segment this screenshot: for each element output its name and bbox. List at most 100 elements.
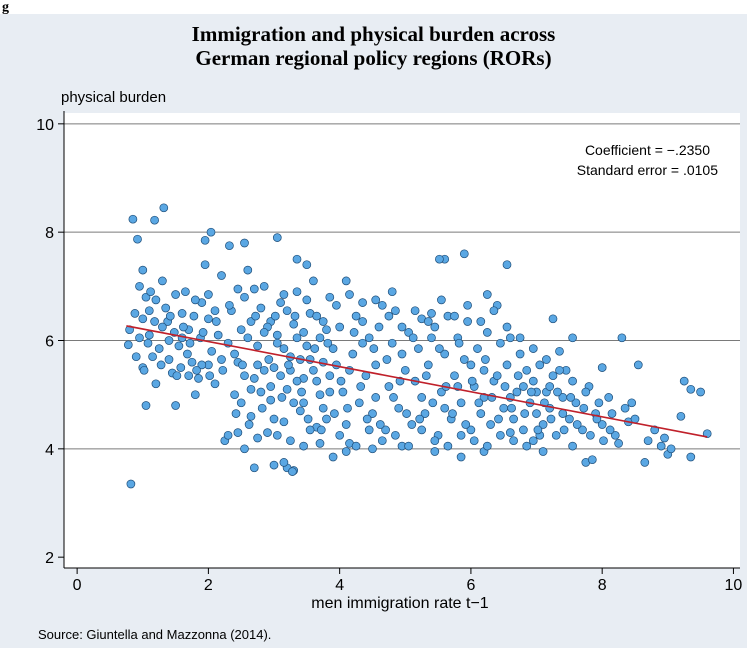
data-point (666, 444, 676, 454)
data-point (123, 340, 133, 350)
data-point (364, 333, 374, 343)
data-point (522, 441, 532, 451)
data-point (565, 414, 574, 424)
data-point (427, 309, 436, 318)
data-point (548, 371, 558, 381)
data-point (251, 311, 260, 321)
data-point (568, 376, 577, 386)
x-axis-label-wrap: men immigration rate t−1 (0, 595, 747, 613)
annotation-group: Coefficient = −.2350 Standard error = .0… (577, 142, 718, 178)
y-tick-label-4: 4 (45, 442, 54, 459)
data-point (437, 295, 446, 305)
data-point (553, 387, 562, 397)
data-point (500, 382, 510, 391)
data-point (144, 306, 154, 316)
data-point (217, 271, 226, 280)
data-point (154, 344, 164, 353)
data-point (381, 425, 390, 435)
data-point (246, 411, 256, 421)
data-point (286, 436, 295, 446)
data-point (559, 425, 569, 435)
data-point (578, 425, 587, 435)
data-point (256, 387, 266, 397)
data-point (269, 363, 279, 372)
data-point (450, 371, 459, 381)
data-point (249, 374, 259, 383)
data-point (423, 360, 433, 370)
data-point (259, 328, 269, 337)
data-point (594, 398, 604, 408)
data-point (566, 393, 576, 402)
data-point (269, 414, 279, 424)
data-point (148, 352, 157, 362)
data-point (176, 363, 186, 372)
data-point (579, 403, 589, 413)
data-point (318, 317, 328, 326)
data-point (133, 234, 142, 244)
y-tick-label-6: 6 (45, 334, 54, 351)
data-point (158, 322, 167, 332)
data-point (164, 355, 174, 364)
data-point (150, 215, 159, 225)
data-point (225, 241, 234, 251)
data-point (305, 425, 315, 435)
data-point (156, 360, 166, 370)
data-point (253, 341, 262, 351)
data-point (387, 287, 397, 297)
data-point (246, 384, 256, 394)
data-point (391, 430, 400, 440)
data-point (135, 333, 144, 343)
data-point (440, 403, 450, 413)
data-point (279, 344, 289, 353)
axes: 2 4 6 8 10 0 2 4 6 8 10 (36, 111, 742, 594)
data-point (463, 300, 472, 310)
data-point (686, 452, 696, 462)
data-point (407, 420, 417, 429)
data-point (288, 467, 297, 476)
data-point (218, 365, 228, 375)
data-point (371, 360, 381, 370)
data-point (474, 398, 484, 408)
data-point (151, 295, 161, 305)
y-tick-label-8: 8 (45, 225, 54, 242)
data-point (341, 447, 351, 456)
data-point (364, 425, 374, 435)
data-point (656, 441, 666, 451)
data-point (358, 298, 367, 307)
data-point (144, 330, 154, 340)
data-point (502, 260, 512, 270)
data-point (427, 333, 436, 343)
data-point (456, 452, 466, 462)
data-point (459, 249, 469, 259)
data-point (302, 341, 312, 351)
data-point (494, 414, 503, 424)
data-points (123, 203, 712, 489)
data-point (315, 333, 325, 343)
chart-title-line-2: German regional policy regions (RORs) (195, 46, 552, 70)
data-point (338, 387, 348, 397)
data-point (330, 409, 339, 418)
data-point (482, 290, 492, 299)
data-point (351, 441, 361, 451)
data-point (558, 409, 568, 418)
data-point (243, 265, 253, 275)
data-point (513, 371, 523, 381)
data-point (158, 276, 167, 286)
data-point (279, 290, 289, 299)
data-point (414, 344, 423, 353)
data-point (377, 436, 387, 446)
data-point (259, 281, 269, 291)
data-point (415, 414, 425, 424)
data-point (325, 371, 335, 381)
data-point (211, 317, 221, 326)
data-point (141, 401, 151, 410)
data-point (270, 311, 280, 321)
data-point (200, 260, 210, 270)
data-point (292, 376, 302, 386)
data-point (469, 436, 479, 446)
data-point (269, 460, 279, 470)
data-point (143, 338, 153, 348)
data-point (368, 409, 377, 418)
data-point (614, 439, 623, 448)
